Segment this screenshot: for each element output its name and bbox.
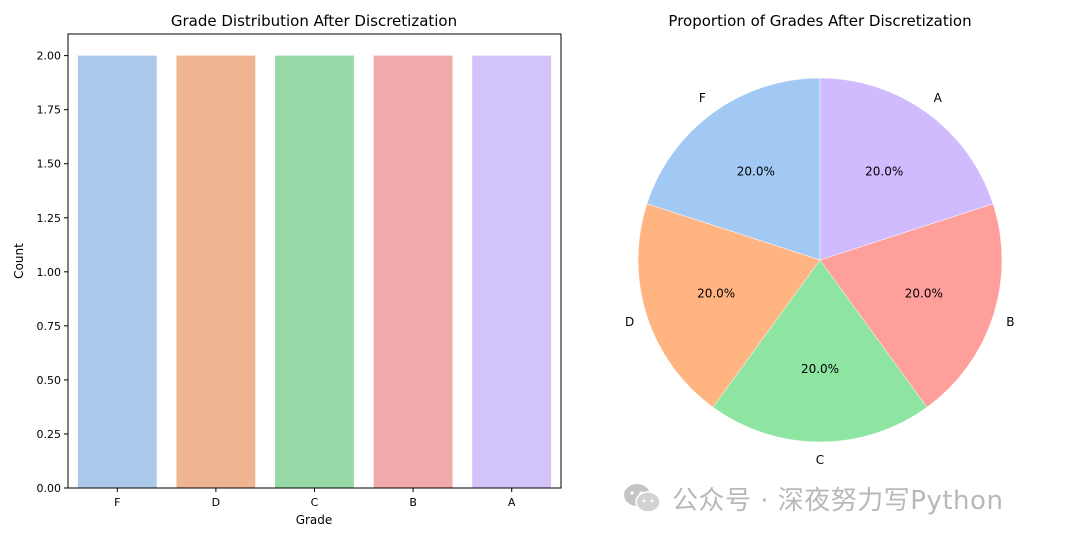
y-tick-label: 0.00 [37,482,62,495]
y-tick-label: 0.25 [37,428,62,441]
pie-slice-F [646,77,821,261]
pie-pct-label: 20.0% [801,362,839,376]
bar-chart: Grade Distribution After Discretization … [12,12,562,527]
watermark: 公众号 · 深夜努力写Python [622,480,1003,516]
x-tick-label: B [409,496,417,509]
y-axis: 0.00 0.25 0.50 0.75 1.00 1.25 1.50 1.75 2.00 [37,50,68,495]
y-axis-label: Count [12,243,26,279]
x-tick-label: D [212,496,220,509]
y-tick-label: 1.25 [37,212,62,225]
bar-chart-title: Grade Distribution After Discretization [171,12,457,30]
pie-pct-label: 20.0% [865,165,903,179]
bar-A [472,55,552,488]
pie-pct-label: 20.0% [737,165,775,179]
pie-chart: Proportion of Grades After Discretizatio… [625,12,1015,467]
pie-category-label: D [625,315,634,329]
y-tick-label: 1.00 [37,266,62,279]
pie-slice-A [819,77,994,261]
x-tick-label: A [508,496,516,509]
pie-slice-C [712,259,928,443]
watermark-text: 公众号 · 深夜努力写Python [672,485,1004,516]
pie-slice-B [819,203,1003,408]
pie-category-label: A [934,91,943,105]
x-tick-label: F [114,496,120,509]
bar-marks [77,55,552,488]
y-tick-label: 1.50 [37,158,62,171]
pie-chart-title: Proportion of Grades After Discretizatio… [668,12,971,30]
pie-category-label: B [1006,315,1014,329]
bar-C [275,55,354,488]
pie-pct-label: 20.0% [697,287,735,301]
plot-frame [67,33,562,489]
pie-pct-label: 20.0% [905,287,943,301]
bar-D [176,55,256,488]
pie-slice-D [637,203,821,408]
y-tick-label: 2.00 [37,50,62,63]
pie-category-label: F [699,91,706,105]
y-tick-label: 0.75 [37,320,62,333]
y-tick-label: 1.75 [37,104,62,117]
wechat-icon [624,484,661,513]
x-axis-label: Grade [296,513,333,527]
pie-marks: 20.0% F 20.0% D 20.0% C 20.0% B 20.0% A [625,77,1015,467]
bar-B [373,55,453,488]
bar-F [77,55,157,488]
x-tick-label: C [311,496,319,509]
pie-category-label: C [816,453,824,467]
y-tick-label: 0.50 [37,374,62,387]
